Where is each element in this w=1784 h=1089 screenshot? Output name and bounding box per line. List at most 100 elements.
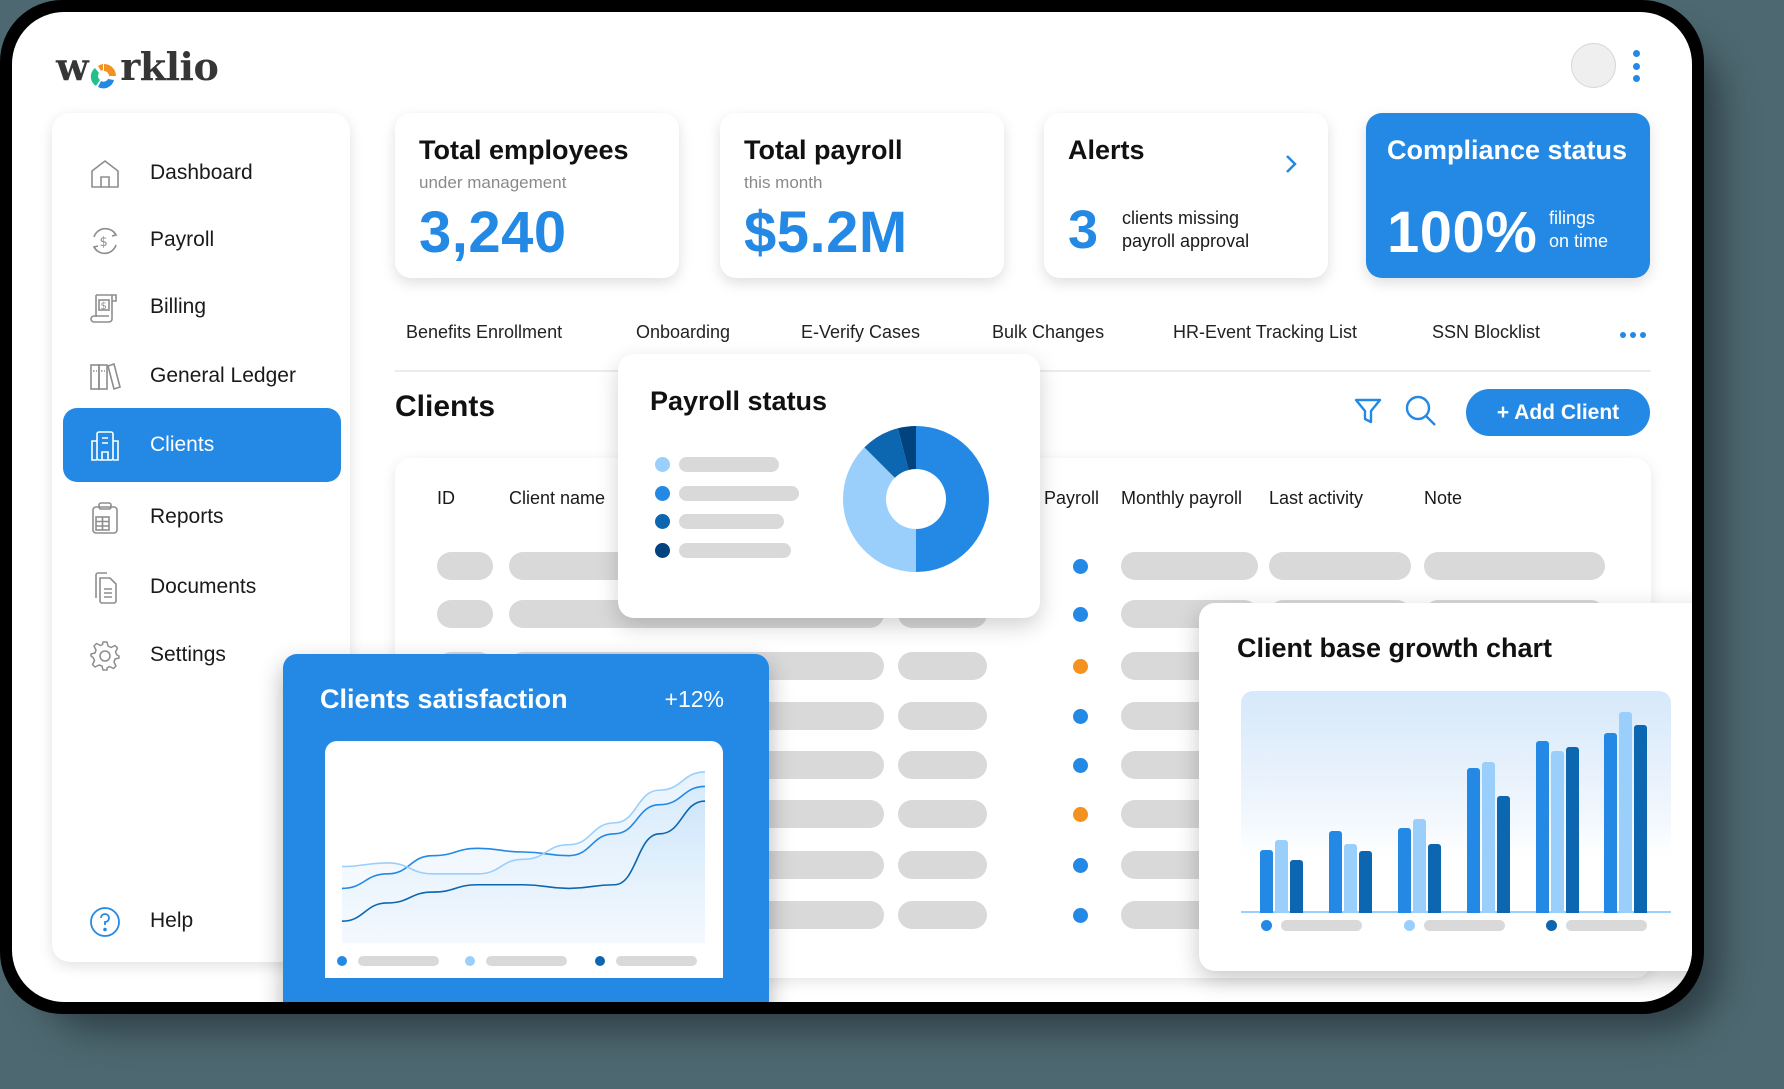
column-header-payroll[interactable]: Payroll <box>1044 488 1100 508</box>
card-title: Total payroll <box>744 135 903 165</box>
sidebar-item-billing[interactable]: $ Billing <box>63 270 341 344</box>
logo-ring-icon <box>89 55 119 88</box>
bar <box>1536 740 1549 913</box>
tab-hr-event-tracking-list[interactable]: HR-Event Tracking List <box>1173 322 1358 342</box>
bar <box>1428 844 1441 913</box>
card-title: Clients satisfaction <box>320 684 568 714</box>
legend-dot <box>1404 920 1415 931</box>
placeholder-cell <box>1424 552 1605 580</box>
sidebar-item-label: Help <box>150 909 194 932</box>
bar <box>1290 860 1303 913</box>
placeholder-cell <box>795 851 884 879</box>
payroll-status-dot <box>1073 607 1088 622</box>
legend-item <box>655 543 791 558</box>
bar <box>1359 850 1372 913</box>
sidebar-item-settings[interactable]: Settings <box>63 618 341 692</box>
bar <box>1482 761 1495 913</box>
column-header-last-activity[interactable]: Last activity <box>1269 488 1364 508</box>
payroll-status-dot <box>1073 908 1088 923</box>
payroll-value: $5.2M <box>744 200 908 265</box>
sidebar-item-general-ledger[interactable]: General Ledger <box>63 339 341 413</box>
more-horizontal-icon[interactable] <box>1620 332 1646 338</box>
app-logo[interactable]: w rklio <box>56 44 219 89</box>
tab-onboarding[interactable]: Onboarding <box>636 322 731 342</box>
legend-label-placeholder <box>1566 920 1647 931</box>
sidebar-item-label: General Ledger <box>150 364 296 387</box>
sidebar-item-label: Billing <box>150 295 207 318</box>
sidebar-item-dashboard[interactable]: Dashboard <box>63 136 341 210</box>
tab-bulk-changes[interactable]: Bulk Changes <box>992 322 1105 342</box>
placeholder-cell <box>1269 552 1411 580</box>
svg-text:$: $ <box>101 301 107 312</box>
compliance-status-card[interactable]: Compliance status 100% filings on time <box>1366 113 1650 278</box>
sidebar-item-payroll[interactable]: $ Payroll <box>63 203 341 277</box>
add-client-button[interactable]: + Add Client <box>1466 389 1650 436</box>
client-growth-card[interactable]: Client base growth chart <box>1199 603 1692 971</box>
search-icon[interactable] <box>1404 394 1438 428</box>
placeholder-cell <box>795 901 884 929</box>
sidebar-item-reports[interactable]: Reports <box>63 480 341 554</box>
help-circle-icon <box>90 907 120 937</box>
payroll-status-card[interactable]: Payroll status <box>618 354 1040 618</box>
legend-item <box>655 514 784 529</box>
legend-item <box>655 457 779 472</box>
tab-ssn-blocklist[interactable]: SSN Blocklist <box>1432 322 1541 342</box>
payroll-status-dot <box>1073 709 1088 724</box>
card-title: Alerts <box>1068 135 1145 165</box>
user-avatar[interactable] <box>1571 43 1616 88</box>
tab-e-verify-cases[interactable]: E-Verify Cases <box>801 322 921 342</box>
sidebar-item-clients[interactable]: Clients <box>63 408 341 482</box>
card-title: Client base growth chart <box>1237 633 1553 663</box>
legend-label-placeholder <box>1281 920 1362 931</box>
column-header-monthly-payroll[interactable]: Monthly payroll <box>1121 488 1243 508</box>
gear-icon <box>90 641 120 671</box>
placeholder-cell <box>795 702 884 730</box>
placeholder-cell <box>437 600 493 628</box>
payroll-donut-chart <box>843 426 989 572</box>
sidebar-item-label: Payroll <box>150 228 215 251</box>
bar <box>1260 849 1273 913</box>
chevron-right-icon[interactable] <box>1284 153 1298 175</box>
placeholder-cell <box>898 751 987 779</box>
total-payroll-card[interactable]: Total payroll this month $5.2M <box>720 113 1004 278</box>
payroll-status-dot <box>1073 659 1088 674</box>
payroll-status-dot <box>1073 559 1088 574</box>
dollar-cycle-icon: $ <box>92 227 118 255</box>
bar <box>1551 751 1564 913</box>
column-header-client-name[interactable]: Client name <box>509 488 606 508</box>
total-employees-card[interactable]: Total employees under management 3,240 <box>395 113 679 278</box>
sidebar-item-help[interactable]: Help <box>63 884 341 958</box>
tab-benefits-enrollment[interactable]: Benefits Enrollment <box>406 322 563 342</box>
documents-icon <box>95 572 117 604</box>
sidebar-item-label: Documents <box>150 575 257 598</box>
placeholder-cell <box>898 702 987 730</box>
home-icon <box>91 160 119 188</box>
card-subtitle: under management <box>419 173 567 192</box>
satisfaction-chart <box>325 741 723 978</box>
sidebar-item-documents[interactable]: Documents <box>63 550 341 624</box>
payroll-status-dot <box>1073 807 1088 822</box>
column-header-id[interactable]: ID <box>437 488 455 508</box>
growth-bar-chart <box>1241 691 1671 913</box>
sidebar-item-label: Reports <box>150 505 224 528</box>
clients-satisfaction-card[interactable]: Clients satisfaction +12% <box>283 654 769 1002</box>
bar <box>1619 712 1632 913</box>
placeholder-cell <box>898 800 987 828</box>
legend-dot <box>1546 920 1557 931</box>
placeholder-cell <box>795 652 884 680</box>
placeholder-cell <box>795 751 884 779</box>
legend-dot <box>1261 920 1272 931</box>
sidebar-item-label: Settings <box>150 643 226 666</box>
logo-text-w: w <box>56 44 89 89</box>
filter-icon[interactable] <box>1353 396 1383 426</box>
card-title: Payroll status <box>650 386 828 416</box>
svg-text:$: $ <box>100 235 108 250</box>
bar <box>1604 733 1617 913</box>
alerts-card[interactable]: Alerts 3 clients missing payroll approva… <box>1044 113 1328 278</box>
device-frame: w rklio <box>0 0 1704 1014</box>
kebab-menu-icon[interactable] <box>1630 50 1642 82</box>
bar <box>1398 828 1411 913</box>
bar <box>1467 768 1480 913</box>
column-header-note[interactable]: Note <box>1424 488 1463 508</box>
placeholder-cell <box>898 851 987 879</box>
